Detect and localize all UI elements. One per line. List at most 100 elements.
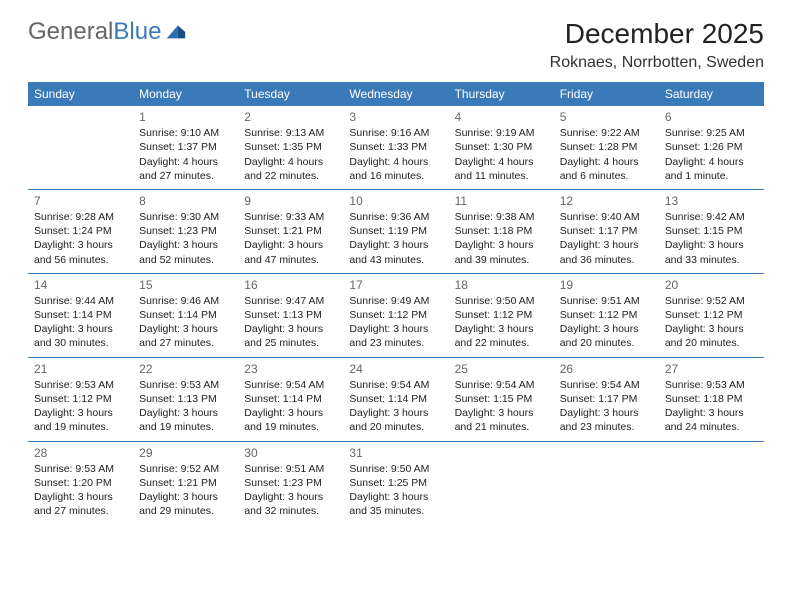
sunrise-text: Sunrise: 9:50 AM	[455, 294, 548, 308]
calendar-day-cell: 23Sunrise: 9:54 AMSunset: 1:14 PMDayligh…	[238, 357, 343, 441]
sunrise-text: Sunrise: 9:46 AM	[139, 294, 232, 308]
sunset-text: Sunset: 1:12 PM	[34, 392, 127, 406]
daylight-text: Daylight: 3 hours and 27 minutes.	[34, 490, 127, 518]
daylight-text: Daylight: 3 hours and 52 minutes.	[139, 238, 232, 266]
day-number: 17	[349, 277, 442, 293]
calendar-day-cell: 7Sunrise: 9:28 AMSunset: 1:24 PMDaylight…	[28, 189, 133, 273]
day-number: 9	[244, 193, 337, 209]
sunrise-text: Sunrise: 9:38 AM	[455, 210, 548, 224]
sunrise-text: Sunrise: 9:53 AM	[139, 378, 232, 392]
sunrise-text: Sunrise: 9:54 AM	[244, 378, 337, 392]
daylight-text: Daylight: 4 hours and 27 minutes.	[139, 155, 232, 183]
sunrise-text: Sunrise: 9:49 AM	[349, 294, 442, 308]
sunset-text: Sunset: 1:14 PM	[244, 392, 337, 406]
day-number: 18	[455, 277, 548, 293]
sunset-text: Sunset: 1:35 PM	[244, 140, 337, 154]
daylight-text: Daylight: 3 hours and 56 minutes.	[34, 238, 127, 266]
sunrise-text: Sunrise: 9:10 AM	[139, 126, 232, 140]
day-number: 14	[34, 277, 127, 293]
day-number: 27	[665, 361, 758, 377]
calendar-day-cell: 2Sunrise: 9:13 AMSunset: 1:35 PMDaylight…	[238, 106, 343, 189]
weekday-header: Saturday	[659, 82, 764, 106]
calendar-day-cell	[659, 441, 764, 524]
calendar-day-cell: 17Sunrise: 9:49 AMSunset: 1:12 PMDayligh…	[343, 273, 448, 357]
sunset-text: Sunset: 1:21 PM	[139, 476, 232, 490]
day-number: 3	[349, 109, 442, 125]
day-number: 16	[244, 277, 337, 293]
calendar-day-cell: 24Sunrise: 9:54 AMSunset: 1:14 PMDayligh…	[343, 357, 448, 441]
calendar-body: 1Sunrise: 9:10 AMSunset: 1:37 PMDaylight…	[28, 106, 764, 524]
sunset-text: Sunset: 1:15 PM	[665, 224, 758, 238]
day-number: 13	[665, 193, 758, 209]
sunrise-text: Sunrise: 9:54 AM	[455, 378, 548, 392]
day-number: 11	[455, 193, 548, 209]
calendar-day-cell	[28, 106, 133, 189]
calendar-day-cell: 3Sunrise: 9:16 AMSunset: 1:33 PMDaylight…	[343, 106, 448, 189]
sunset-text: Sunset: 1:18 PM	[455, 224, 548, 238]
sunrise-text: Sunrise: 9:52 AM	[139, 462, 232, 476]
sunrise-text: Sunrise: 9:51 AM	[244, 462, 337, 476]
weekday-header: Friday	[554, 82, 659, 106]
location-text: Roknaes, Norrbotten, Sweden	[550, 54, 764, 72]
sunset-text: Sunset: 1:28 PM	[560, 140, 653, 154]
calendar-day-cell: 26Sunrise: 9:54 AMSunset: 1:17 PMDayligh…	[554, 357, 659, 441]
sunrise-text: Sunrise: 9:33 AM	[244, 210, 337, 224]
day-number: 15	[139, 277, 232, 293]
daylight-text: Daylight: 4 hours and 22 minutes.	[244, 155, 337, 183]
calendar-day-cell: 6Sunrise: 9:25 AMSunset: 1:26 PMDaylight…	[659, 106, 764, 189]
calendar-day-cell: 1Sunrise: 9:10 AMSunset: 1:37 PMDaylight…	[133, 106, 238, 189]
weekday-header: Sunday	[28, 82, 133, 106]
logo-word-general: General	[28, 18, 113, 45]
calendar-day-cell: 9Sunrise: 9:33 AMSunset: 1:21 PMDaylight…	[238, 189, 343, 273]
sunrise-text: Sunrise: 9:36 AM	[349, 210, 442, 224]
header: GeneralBlue December 2025 Roknaes, Norrb…	[28, 18, 764, 72]
sunset-text: Sunset: 1:25 PM	[349, 476, 442, 490]
sunrise-text: Sunrise: 9:53 AM	[665, 378, 758, 392]
sunrise-text: Sunrise: 9:44 AM	[34, 294, 127, 308]
sunset-text: Sunset: 1:17 PM	[560, 224, 653, 238]
calendar-week-row: 14Sunrise: 9:44 AMSunset: 1:14 PMDayligh…	[28, 273, 764, 357]
day-number: 25	[455, 361, 548, 377]
sunrise-text: Sunrise: 9:19 AM	[455, 126, 548, 140]
sunrise-text: Sunrise: 9:54 AM	[349, 378, 442, 392]
daylight-text: Daylight: 3 hours and 23 minutes.	[349, 322, 442, 350]
day-number: 8	[139, 193, 232, 209]
daylight-text: Daylight: 3 hours and 36 minutes.	[560, 238, 653, 266]
day-number: 26	[560, 361, 653, 377]
title-block: December 2025 Roknaes, Norrbotten, Swede…	[550, 18, 764, 72]
sunset-text: Sunset: 1:23 PM	[244, 476, 337, 490]
daylight-text: Daylight: 3 hours and 19 minutes.	[244, 406, 337, 434]
sunset-text: Sunset: 1:33 PM	[349, 140, 442, 154]
sunset-text: Sunset: 1:19 PM	[349, 224, 442, 238]
sunset-text: Sunset: 1:12 PM	[349, 308, 442, 322]
sunset-text: Sunset: 1:12 PM	[455, 308, 548, 322]
calendar-week-row: 21Sunrise: 9:53 AMSunset: 1:12 PMDayligh…	[28, 357, 764, 441]
weekday-row: SundayMondayTuesdayWednesdayThursdayFrid…	[28, 82, 764, 106]
daylight-text: Daylight: 3 hours and 43 minutes.	[349, 238, 442, 266]
calendar-week-row: 1Sunrise: 9:10 AMSunset: 1:37 PMDaylight…	[28, 106, 764, 189]
day-number: 6	[665, 109, 758, 125]
daylight-text: Daylight: 3 hours and 39 minutes.	[455, 238, 548, 266]
calendar-day-cell	[449, 441, 554, 524]
daylight-text: Daylight: 3 hours and 29 minutes.	[139, 490, 232, 518]
daylight-text: Daylight: 3 hours and 24 minutes.	[665, 406, 758, 434]
sunrise-text: Sunrise: 9:50 AM	[349, 462, 442, 476]
day-number: 10	[349, 193, 442, 209]
sunrise-text: Sunrise: 9:22 AM	[560, 126, 653, 140]
daylight-text: Daylight: 3 hours and 21 minutes.	[455, 406, 548, 434]
day-number: 30	[244, 445, 337, 461]
sunrise-text: Sunrise: 9:16 AM	[349, 126, 442, 140]
daylight-text: Daylight: 3 hours and 20 minutes.	[665, 322, 758, 350]
day-number: 31	[349, 445, 442, 461]
sunset-text: Sunset: 1:30 PM	[455, 140, 548, 154]
daylight-text: Daylight: 3 hours and 35 minutes.	[349, 490, 442, 518]
sunrise-text: Sunrise: 9:30 AM	[139, 210, 232, 224]
calendar-day-cell: 5Sunrise: 9:22 AMSunset: 1:28 PMDaylight…	[554, 106, 659, 189]
calendar-day-cell: 11Sunrise: 9:38 AMSunset: 1:18 PMDayligh…	[449, 189, 554, 273]
day-number: 12	[560, 193, 653, 209]
sunrise-text: Sunrise: 9:53 AM	[34, 462, 127, 476]
calendar-week-row: 7Sunrise: 9:28 AMSunset: 1:24 PMDaylight…	[28, 189, 764, 273]
sunrise-text: Sunrise: 9:47 AM	[244, 294, 337, 308]
calendar-day-cell: 20Sunrise: 9:52 AMSunset: 1:12 PMDayligh…	[659, 273, 764, 357]
day-number: 24	[349, 361, 442, 377]
